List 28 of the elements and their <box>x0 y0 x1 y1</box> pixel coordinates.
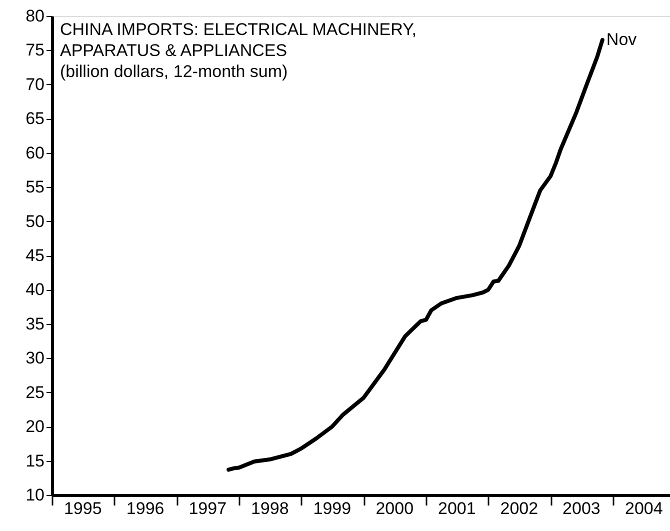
y-tick-label: 75 <box>26 40 44 60</box>
x-tick-label: 1999 <box>313 499 352 518</box>
y-tick-label: 65 <box>26 109 44 128</box>
y-tick-label: 45 <box>26 246 44 265</box>
y-tick-label: 10 <box>26 486 44 504</box>
x-tick-label: 2004 <box>624 499 663 518</box>
x-tick-label: 2001 <box>438 499 476 518</box>
y-tick-label: 15 <box>26 451 44 470</box>
x-tick-label: 1996 <box>126 499 164 518</box>
y-tick-label: 40 <box>26 280 44 300</box>
y-tick-label: 70 <box>26 74 44 94</box>
x-tick-label: 2003 <box>562 499 600 518</box>
y-tick-label: 50 <box>26 212 44 231</box>
x-tick-label: 2002 <box>500 499 538 518</box>
y-tick-label: 20 <box>26 417 44 436</box>
y-tick-label: 35 <box>26 314 44 334</box>
x-tick-label: 1998 <box>250 499 289 518</box>
y-tick-label: 30 <box>26 348 44 368</box>
x-tick-label: 1997 <box>188 499 227 518</box>
y-tick-label: 80 <box>26 6 44 26</box>
text: (billion dollars, 12-month sum) <box>60 62 288 81</box>
annotation: Nov <box>606 30 638 49</box>
text: CHINA IMPORTS: ELECTRICAL MACHINERY, APPARATUS & APPLIANCES <box>60 20 416 60</box>
y-tick-label: 55 <box>26 178 44 197</box>
x-tick-label: 2000 <box>376 499 414 518</box>
y-tick-label: 25 <box>26 382 44 402</box>
x-tick-label: 1995 <box>64 499 102 518</box>
y-tick-label: 60 <box>26 143 44 162</box>
